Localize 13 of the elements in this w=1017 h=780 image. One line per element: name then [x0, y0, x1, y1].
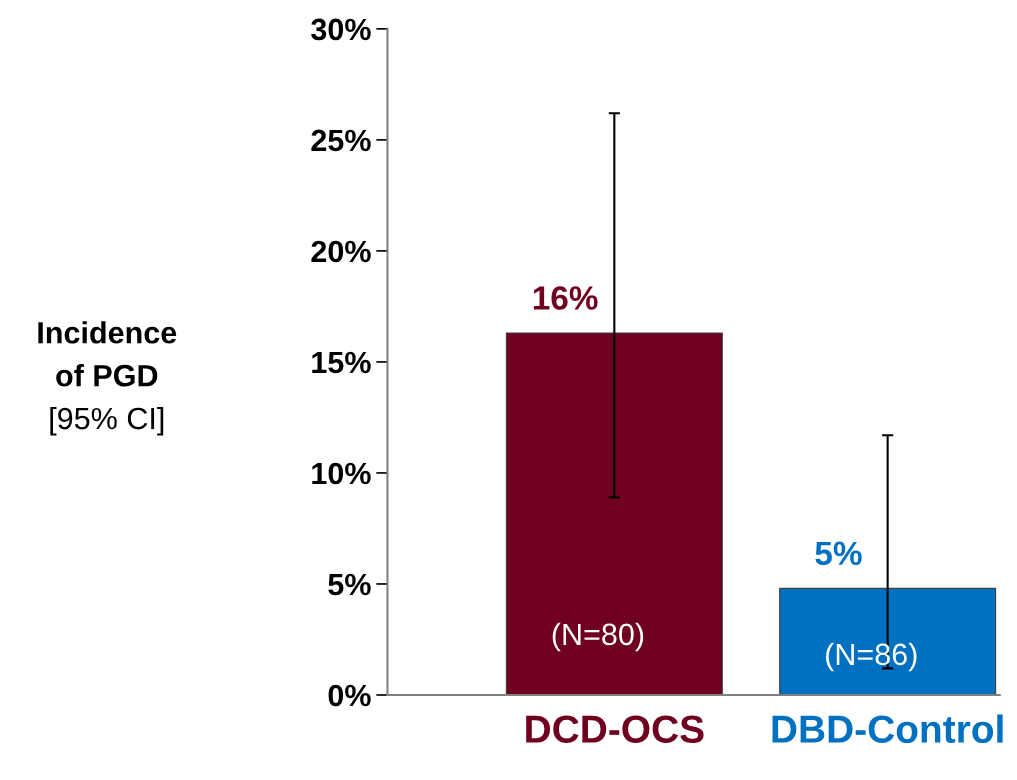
y-tick-label: 20% — [311, 240, 371, 263]
y-tick-label: 10% — [312, 462, 371, 485]
x-tick-label: DCD-OCS — [526, 715, 704, 743]
y-tick-label: 0% — [328, 684, 371, 707]
data-label: 16% — [533, 286, 598, 310]
y-tick-label: 25% — [311, 129, 371, 152]
data-label: 5% — [815, 541, 862, 566]
y-axis-title: Incidence of PGD [95% CI] — [38, 321, 177, 436]
annotation: (N=80) — [552, 622, 644, 652]
y-tick-label: 5% — [328, 573, 371, 596]
y-tick-label: 15% — [312, 351, 371, 374]
y-tick-label: 30% — [311, 18, 371, 41]
x-tick-label: DBD-Control — [772, 714, 1003, 743]
